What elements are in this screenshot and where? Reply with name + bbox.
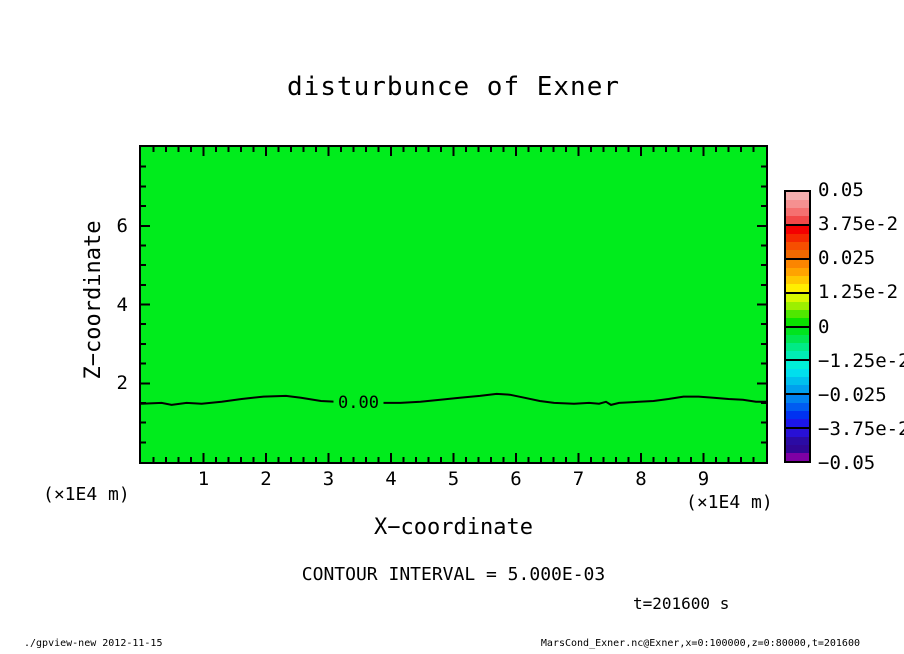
z-tick-label: 2: [116, 372, 128, 395]
colorbar-label: 0.05: [818, 179, 864, 201]
contour-plot-svg: 0.00: [141, 147, 766, 462]
x-tick-label: 9: [697, 468, 710, 490]
x-unit-label-right: (×1E4 m): [686, 492, 773, 513]
x-tick-label: 3: [322, 468, 335, 490]
footer-datasource: MarsCond_Exner.nc@Exner,x=0:100000,z=0:8…: [540, 638, 860, 649]
colorbar-segment: [784, 325, 811, 362]
z-tick-label: 4: [116, 293, 128, 316]
contour-interval-note: CONTOUR INTERVAL = 5.000E-03: [301, 564, 606, 585]
colorbar-segment: [784, 190, 811, 226]
colorbar-label: −1.25e-2: [818, 349, 904, 372]
colorbar-segment: [784, 359, 811, 396]
plot-area: 0.00: [139, 145, 768, 464]
colorbar: [784, 190, 811, 463]
x-axis-tick-labels: 1 2 3 4 5 6 7 8 9: [139, 468, 768, 490]
colorbar-labels: 0.05 3.75e-2 0.025 1.25e-2 0 −1.25e-2 −0.025 −3…: [818, 180, 904, 473]
colorbar-label: −3.75e-2: [818, 417, 904, 440]
x-tick-label: 1: [197, 468, 210, 490]
x-tick-label: 5: [447, 468, 460, 490]
colorbar-label: 1.25e-2: [818, 281, 899, 304]
colorbar-label: −0.025: [818, 383, 887, 406]
colorbar-segment: [784, 393, 811, 430]
footer-command: ./gpview-new 2012-11-15: [24, 638, 163, 649]
x-tick-label: 4: [385, 468, 397, 490]
plot-title: disturbunce of Exner: [286, 72, 621, 102]
colorbar-label: 3.75e-2: [818, 213, 899, 236]
z-axis-tick-labels: 2 4 6: [94, 145, 128, 464]
colorbar-label: −0.05: [818, 452, 876, 474]
colorbar-label: 0.025: [818, 247, 876, 270]
x-tick-label: 6: [510, 468, 522, 490]
colorbar-segment: [784, 427, 811, 463]
contour-level-label: 0.00: [338, 393, 379, 413]
x-tick-label: 8: [635, 468, 647, 490]
z-tick-label: 6: [116, 214, 128, 237]
colorbar-segment: [784, 257, 811, 294]
colorbar-label: 0: [818, 315, 830, 338]
x-axis-label: X−coordinate: [374, 515, 533, 540]
time-annotation: t=201600 s: [633, 594, 730, 613]
colorbar-segment: [784, 223, 811, 260]
x-unit-label-left: (×1E4 m): [43, 484, 130, 505]
colorbar-segment: [784, 291, 811, 328]
x-tick-label: 2: [260, 468, 272, 490]
x-tick-label: 7: [572, 468, 585, 490]
